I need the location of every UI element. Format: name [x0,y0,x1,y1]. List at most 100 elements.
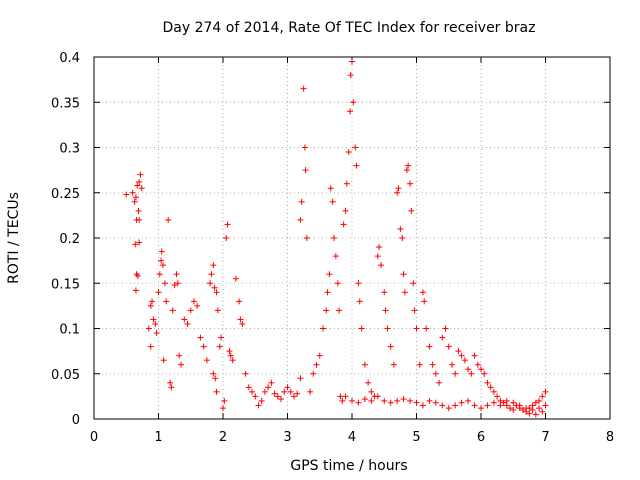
data-point [218,334,225,341]
data-point [165,216,172,223]
data-point [507,405,514,412]
data-point [323,307,330,314]
data-point [303,235,310,241]
x-tick-label: 1 [154,430,162,445]
data-point [135,207,142,214]
data-point [376,244,383,251]
data-point [237,316,244,323]
data-point [429,361,436,368]
data-point [290,393,297,400]
y-tick-label: 0.05 [51,368,80,383]
data-point [278,396,285,403]
data-point [197,334,204,341]
data-point [210,370,217,377]
data-point [340,221,347,228]
data-point [223,235,230,241]
data-point [397,225,404,232]
data-point [171,282,178,289]
plot-frame [93,56,611,420]
data-point [353,162,360,169]
data-point [214,307,221,314]
data-point [332,253,339,260]
data-point [342,207,349,214]
data-point [378,262,385,269]
data-point [284,384,291,391]
data-point [297,216,304,223]
data-point [174,280,181,287]
data-point [478,366,484,373]
data-point [329,198,336,205]
data-point [356,298,363,305]
data-point [536,405,543,412]
data-point [350,99,357,106]
data-point [452,402,459,409]
data-point [405,162,412,169]
data-point [173,271,180,278]
data-point [519,406,526,413]
x-axis-title: GPS time / hours [290,458,407,474]
data-point [316,352,323,359]
data-point [349,397,355,404]
data-point [481,370,488,377]
data-point [136,178,143,185]
data-point [190,298,197,305]
data-point [239,320,246,327]
data-point [439,334,446,341]
data-point [532,399,539,406]
data-point [408,207,415,214]
data-point [526,410,533,417]
data-point [347,72,354,79]
data-point [474,361,481,368]
data-point [147,302,154,309]
data-point [490,388,497,395]
x-tick-labels: 0 1 2 3 4 5 6 7 8 [90,430,614,445]
data-point [343,180,350,187]
data-point [150,316,157,323]
data-point [176,352,183,359]
data-point [261,388,268,395]
data-point [123,191,130,198]
data-point [411,307,418,314]
data-point [432,370,439,377]
data-point [394,397,401,404]
data-point [361,361,368,368]
data-point [503,397,510,404]
y-tick-label: 0.3 [59,142,80,157]
chart-title: Day 274 of 2014, Rate Of TEC Index for r… [163,20,536,36]
data-point [330,235,337,241]
data-point [145,325,152,332]
data-point [336,307,343,314]
y-tick-label: 0.2 [59,232,80,247]
data-point [132,194,139,201]
data-point [203,357,210,364]
data-point [212,375,219,382]
data-point [232,275,239,282]
data-point [500,399,507,406]
data-point [395,185,402,192]
data-point [307,388,314,395]
data-point [419,402,426,409]
data-point [131,198,138,205]
y-axis-title: ROTI / TECUs [6,192,22,284]
data-point [448,361,455,368]
y-tick-label: 0.1 [59,323,80,338]
data-point [227,352,234,359]
data-point [155,289,162,296]
data-point [326,271,333,278]
data-point [497,402,504,409]
data-point [465,397,472,404]
data-point [455,348,462,355]
data-point [471,402,478,409]
data-point [347,108,354,115]
data-point [339,397,346,404]
data-point [394,189,401,196]
data-point [158,257,165,264]
data-point [542,402,549,409]
data-point [368,388,375,395]
data-point [213,289,220,296]
data-point [387,399,394,406]
data-point [337,393,344,400]
data-point [181,316,188,323]
x-tick-label: 8 [606,430,614,445]
y-tick-label: 0.4 [59,51,80,66]
